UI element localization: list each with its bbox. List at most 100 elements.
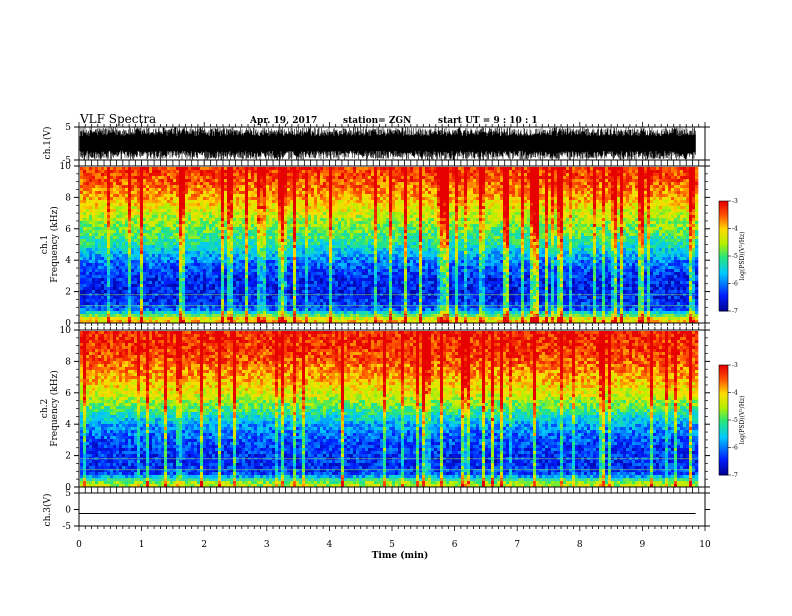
spectrogram-cell (350, 272, 353, 275)
spectrogram-cell (197, 296, 200, 299)
spectrogram-cell (347, 302, 350, 305)
spectrogram-cell (200, 200, 203, 203)
spectrogram-cell (140, 227, 143, 230)
spectrogram-cell (140, 239, 143, 242)
spectrogram-cell (101, 236, 104, 239)
spectrogram-cell (134, 299, 137, 302)
spectrogram-cell (233, 242, 236, 245)
spectrogram-cell (218, 242, 221, 245)
spectrogram-cell (284, 230, 287, 233)
spectrogram-cell (188, 290, 191, 293)
spectrogram-cell (281, 200, 284, 203)
spectrogram-cell (293, 281, 296, 284)
spectrogram-cell (275, 197, 278, 200)
spectrogram-cell (83, 239, 86, 242)
spectrogram-cell (263, 185, 266, 188)
spectrogram-cell (92, 308, 95, 311)
spectrogram-cell (257, 173, 260, 176)
spectrogram-cell (272, 266, 275, 269)
spectrogram-cell (161, 269, 164, 272)
spectrogram-cell (272, 167, 275, 170)
spectrogram-cell (194, 263, 197, 266)
spectrogram-cell (326, 284, 329, 287)
spectrogram-cell (122, 290, 125, 293)
spectrogram-cell (110, 296, 113, 299)
spectrogram-cell (83, 167, 86, 170)
spectrogram-cell (263, 194, 266, 197)
spectrogram-cell (89, 239, 92, 242)
spectrogram-cell (83, 218, 86, 221)
spectrogram-cell (353, 248, 356, 251)
spectrogram-cell (107, 308, 110, 311)
spectrogram-cell (128, 209, 131, 212)
spectrogram-cell (134, 167, 137, 170)
spectrogram-cell (89, 224, 92, 227)
spectrogram-cell (134, 173, 137, 176)
spectrogram-cell (113, 281, 116, 284)
spectrogram-cell (293, 215, 296, 218)
spectrogram-cell (266, 317, 269, 320)
spectrogram-cell (95, 239, 98, 242)
spectrogram-cell (251, 206, 254, 209)
spectrogram-cell (284, 242, 287, 245)
spectrogram-cell (335, 179, 338, 182)
spectrogram-cell (104, 236, 107, 239)
spectrogram-cell (275, 209, 278, 212)
spectrogram-cell (89, 221, 92, 224)
spectrogram-cell (149, 203, 152, 206)
spectrogram-cell (326, 263, 329, 266)
spectrogram-cell (320, 245, 323, 248)
spectrogram-cell (182, 269, 185, 272)
spectrogram-cell (104, 317, 107, 320)
spectrogram-cell (191, 233, 194, 236)
spectrogram-cell (164, 194, 167, 197)
spectrogram-cell (233, 290, 236, 293)
spectrogram-cell (119, 227, 122, 230)
spectrogram-cell (293, 311, 296, 314)
spectrogram-cell (185, 296, 188, 299)
spectrogram-cell (347, 251, 350, 254)
spectrogram-cell (137, 275, 140, 278)
spectrogram-cell (107, 206, 110, 209)
spectrogram-cell (308, 227, 311, 230)
spectrogram-cell (167, 260, 170, 263)
spectrogram-cell (89, 215, 92, 218)
spectrogram-cell (278, 212, 281, 215)
spectrogram-cell (131, 296, 134, 299)
spectrogram-cell (179, 296, 182, 299)
spectrogram-cell (158, 281, 161, 284)
spectrogram-cell (239, 272, 242, 275)
spectrogram-cell (305, 173, 308, 176)
spectrogram-cell (161, 185, 164, 188)
spectrogram-cell (104, 272, 107, 275)
spectrogram-cell (143, 284, 146, 287)
spectrogram-cell (185, 299, 188, 302)
spectrogram-cell (344, 185, 347, 188)
spectrogram-cell (266, 218, 269, 221)
spectrogram-cell (320, 170, 323, 173)
spectrogram-cell (227, 248, 230, 251)
spectrogram-cell (335, 254, 338, 257)
spectrogram-cell (191, 215, 194, 218)
spectrogram-cell (185, 272, 188, 275)
spectrogram-cell (185, 167, 188, 170)
spectrogram-cell (344, 251, 347, 254)
spectrogram-cell (278, 281, 281, 284)
spectrogram-cell (242, 203, 245, 206)
spectrogram-cell (230, 266, 233, 269)
spectrogram-cell (185, 224, 188, 227)
spectrogram-cell (176, 227, 179, 230)
spectrogram-cell (179, 233, 182, 236)
spectrogram-cell (137, 290, 140, 293)
spectrogram-cell (239, 257, 242, 260)
spectrogram-cell (191, 254, 194, 257)
spectrogram-cell (344, 275, 347, 278)
spectrogram-cell (101, 230, 104, 233)
spectrogram-cell (134, 308, 137, 311)
spectrogram-cell (161, 290, 164, 293)
spectrogram-cell (113, 176, 116, 179)
spectrogram-cell (110, 200, 113, 203)
spectrogram-cell (83, 209, 86, 212)
spectrogram-cell (146, 302, 149, 305)
spectrogram-cell (170, 248, 173, 251)
